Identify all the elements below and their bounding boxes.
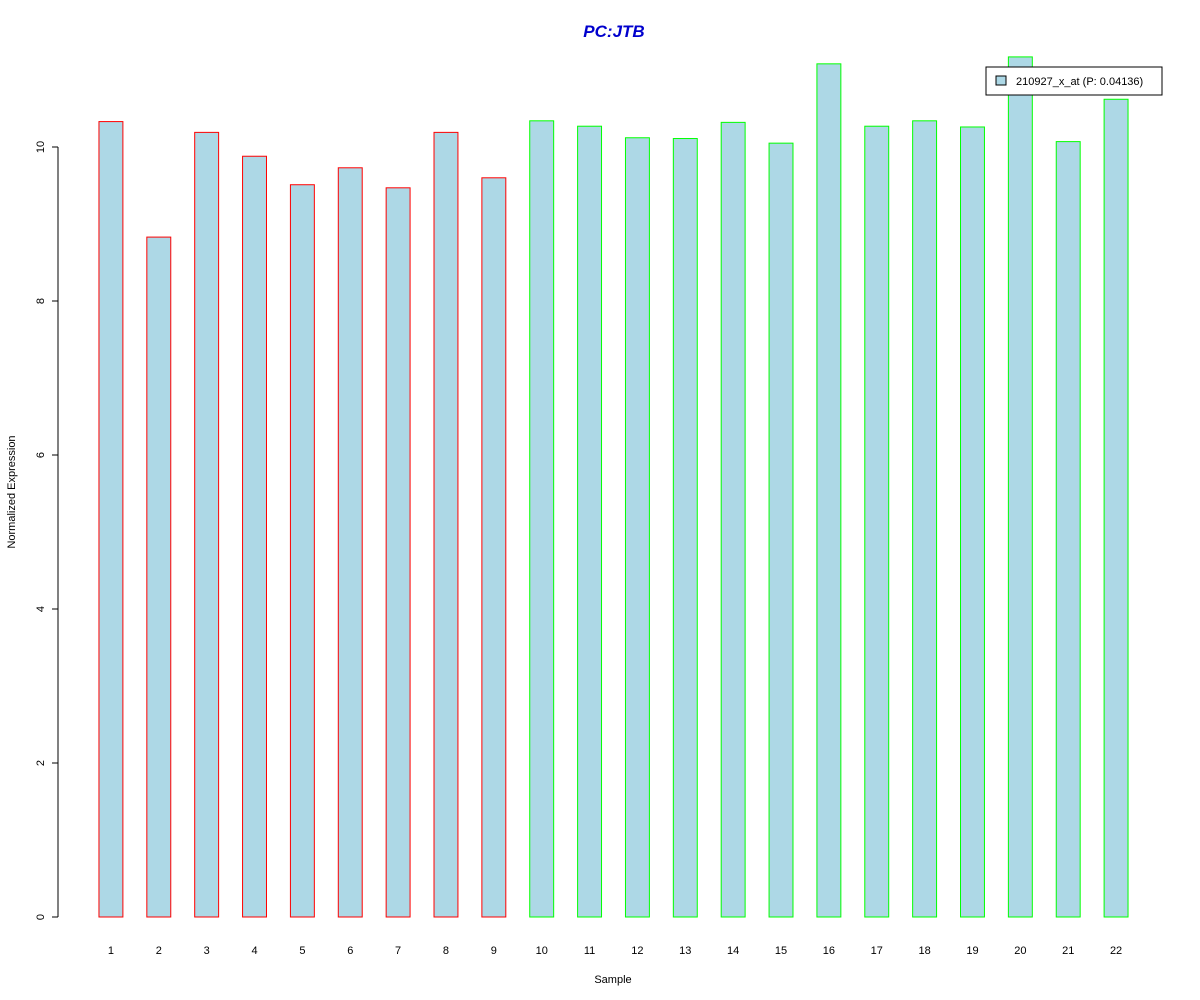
legend-swatch xyxy=(995,75,1007,86)
x-axis-tick-label: 20 xyxy=(1014,945,1026,957)
bar-sample-21 xyxy=(1055,141,1081,918)
x-axis-tick-label: 15 xyxy=(775,945,787,957)
bar-sample-8 xyxy=(433,131,459,918)
x-axis-tick-label: 17 xyxy=(871,945,883,957)
bar-sample-4 xyxy=(242,155,267,918)
x-axis-tick-label: 11 xyxy=(584,945,595,957)
x-axis-tick-label: 4 xyxy=(251,945,257,957)
bar-sample-10 xyxy=(529,120,555,918)
bar-sample-9 xyxy=(481,177,507,918)
bar-sample-13 xyxy=(672,138,698,918)
y-axis-tick-label: 0 xyxy=(35,914,47,920)
y-axis-tick-label: 4 xyxy=(35,606,47,612)
y-axis-label: Normalized Expression xyxy=(6,435,18,548)
bars xyxy=(98,56,1129,918)
x-axis-tick-label: 3 xyxy=(204,945,210,957)
x-axis-tick-label: 5 xyxy=(299,945,305,957)
x-axis-tick-label: 21 xyxy=(1062,945,1074,957)
x-axis-tick-label: 1 xyxy=(108,945,114,957)
legend: 210927_x_at (P: 0.04136) xyxy=(985,66,1163,96)
y-axis: 0 2 4 6 8 10 xyxy=(35,141,59,920)
x-axis-tick-label: 18 xyxy=(918,945,930,957)
x-axis-tick-label: 10 xyxy=(536,945,548,957)
y-axis-tick-label: 6 xyxy=(35,452,47,458)
x-axis-tick-label: 6 xyxy=(347,945,353,957)
x-axis-tick-label: 9 xyxy=(491,945,497,957)
bar-sample-14 xyxy=(720,121,746,918)
y-axis-tick-label: 8 xyxy=(35,298,47,304)
bar-sample-7 xyxy=(385,187,411,918)
x-axis-tick-labels: 1 2 3 4 5 6 7 8 9 10 11 12 13 14 15 16 17 18 19 20 21 22 xyxy=(108,945,1122,957)
x-axis-tick-label: 12 xyxy=(631,945,643,957)
x-axis-tick-label: 8 xyxy=(443,945,449,957)
x-axis-tick-label: 16 xyxy=(823,945,835,957)
bar-sample-15 xyxy=(768,142,794,918)
bar-sample-5 xyxy=(289,184,315,918)
chart-title: PC:JTB xyxy=(583,22,644,41)
x-axis-tick-label: 13 xyxy=(679,945,691,957)
x-axis-tick-label: 14 xyxy=(727,945,739,957)
bar-sample-19 xyxy=(960,126,985,918)
bar-sample-22 xyxy=(1103,98,1129,918)
x-axis-tick-label: 19 xyxy=(966,945,978,957)
x-axis-label: Sample xyxy=(594,974,631,986)
bar-sample-11 xyxy=(577,125,603,918)
y-axis-tick-label: 2 xyxy=(35,760,47,766)
bar-sample-18 xyxy=(912,120,938,918)
bar-sample-6 xyxy=(337,167,363,918)
bar-sample-20 xyxy=(1007,56,1033,918)
bar-sample-17 xyxy=(864,125,890,918)
x-axis-tick-label: 22 xyxy=(1110,945,1122,957)
x-axis-tick-label: 2 xyxy=(156,945,162,957)
bar-sample-1 xyxy=(98,121,124,918)
legend-box xyxy=(985,66,1163,96)
bar-sample-16 xyxy=(816,63,842,918)
bar-sample-12 xyxy=(624,137,650,918)
x-axis-tick-label: 7 xyxy=(395,945,401,957)
bar-sample-3 xyxy=(194,131,220,918)
legend-entry-label: 210927_x_at (P: 0.04136) xyxy=(1016,76,1143,88)
bar-sample-2 xyxy=(146,236,172,918)
y-axis-tick-label: 10 xyxy=(35,141,47,153)
